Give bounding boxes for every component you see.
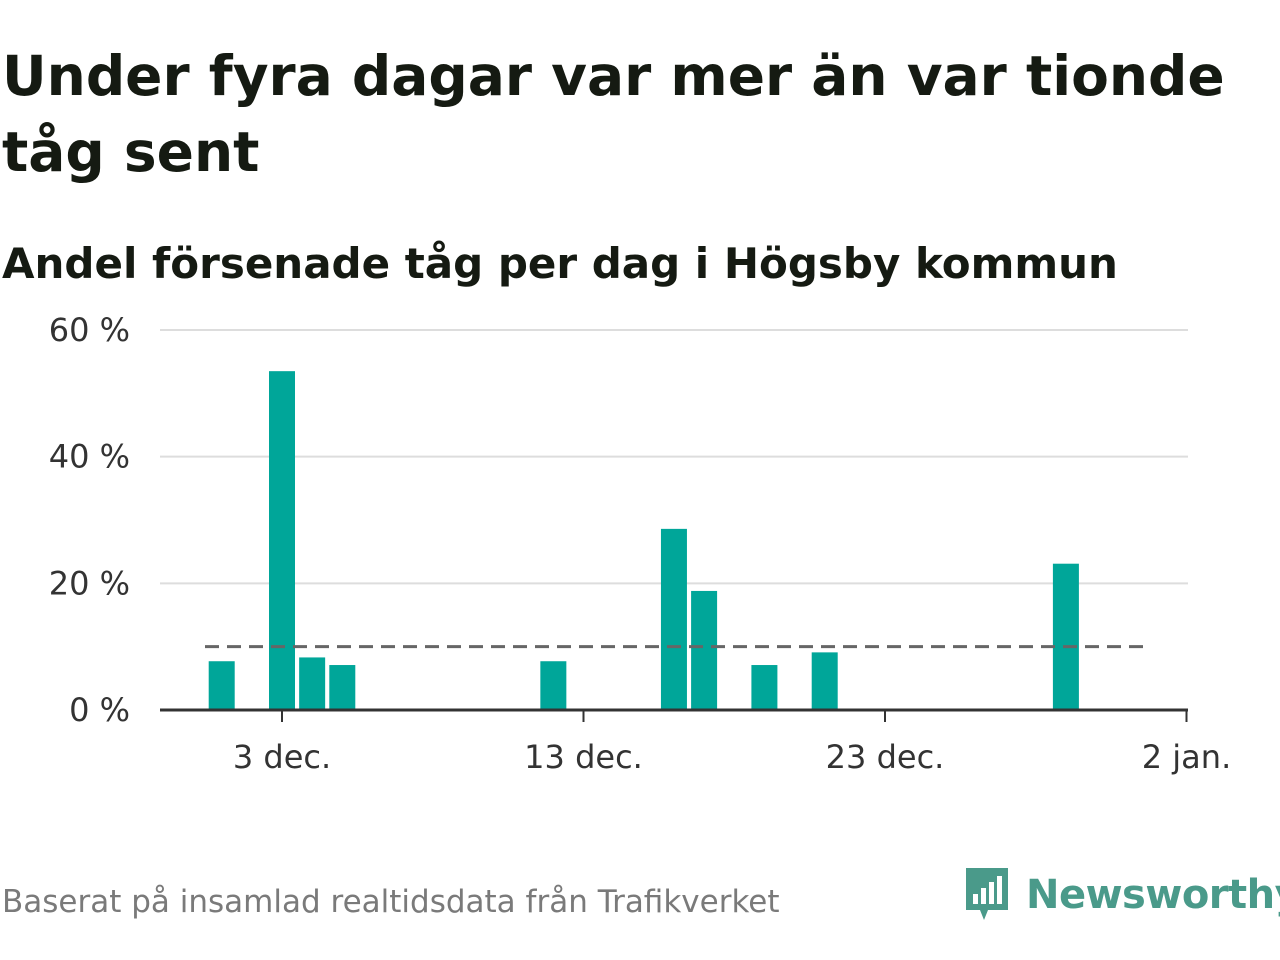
y-tick-label: 40 % <box>49 438 130 476</box>
x-axis: 3 dec. 13 dec. 23 dec. 2 jan. <box>160 708 1231 776</box>
y-tick-label: 20 % <box>49 564 130 602</box>
chart-title: Under fyra dagar var mer än var tionde t… <box>2 44 1225 184</box>
source-note: Baserat på insamlad realtidsdata från Tr… <box>2 884 780 920</box>
x-tick-label: 23 dec. <box>826 738 945 776</box>
bar <box>811 652 838 710</box>
x-tick-label: 3 dec. <box>233 738 331 776</box>
y-tick-label: 60 % <box>49 311 130 349</box>
bar <box>540 661 567 710</box>
bar <box>269 371 295 710</box>
y-axis-labels: 0 % 20 % 40 % 60 % <box>49 311 130 729</box>
bars <box>208 371 1079 710</box>
bar <box>1052 563 1079 710</box>
bar <box>751 665 778 710</box>
chart-subtitle: Andel försenade tåg per dag i Högsby kom… <box>2 239 1118 288</box>
bar <box>660 528 687 710</box>
x-tick-label: 13 dec. <box>524 738 643 776</box>
brand-logo: Newsworthy <box>962 862 1280 928</box>
bar-chart: 0 % 20 % 40 % 60 % 3 dec. 13 dec. 23 dec. 2 ja… <box>49 311 1232 776</box>
bar <box>299 657 326 710</box>
bar <box>691 590 718 710</box>
x-tick-label: 2 jan. <box>1142 738 1231 776</box>
y-tick-label: 0 % <box>69 691 130 729</box>
brand-name: Newsworthy <box>1026 872 1280 918</box>
bar <box>329 665 356 710</box>
newsworthy-logo-icon <box>966 868 1008 920</box>
bar <box>208 661 235 710</box>
